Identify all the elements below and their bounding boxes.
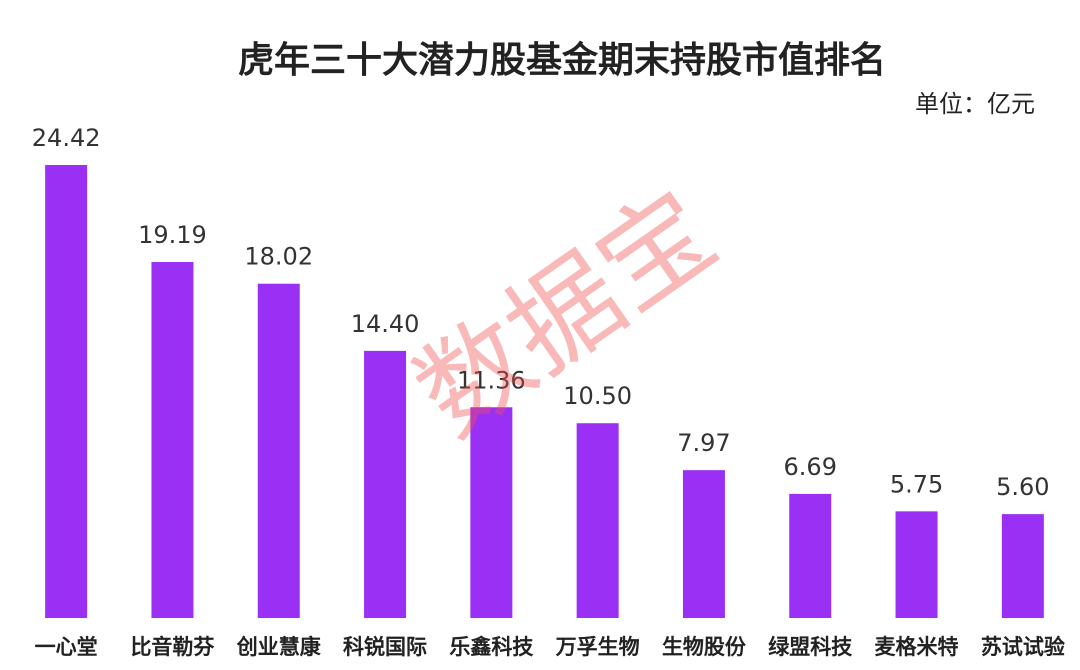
- bar: [470, 407, 513, 618]
- x-tick-label: 苏试试验: [981, 635, 1065, 659]
- bar: [895, 511, 938, 618]
- bar: [45, 165, 88, 618]
- bar: [682, 470, 725, 618]
- bar: [257, 283, 300, 618]
- x-tick-label: 比音勒芬: [130, 635, 215, 659]
- value-label: 5.60: [996, 473, 1049, 501]
- x-tick-label: 生物股份: [662, 635, 747, 659]
- value-label: 14.40: [351, 310, 420, 338]
- x-tick-label: 绿盟科技: [768, 635, 853, 659]
- bar: [1001, 514, 1044, 618]
- value-label: 24.42: [32, 124, 101, 152]
- unit-label: 单位：亿元: [915, 90, 1035, 118]
- value-label: 5.75: [890, 470, 943, 498]
- bar: [576, 423, 619, 618]
- value-label: 7.97: [677, 429, 730, 457]
- value-label: 19.19: [138, 221, 207, 249]
- value-label: 18.02: [244, 243, 313, 271]
- bar: [364, 350, 407, 618]
- x-tick-label: 创业慧康: [236, 635, 322, 659]
- value-label: 6.69: [784, 453, 837, 481]
- bars: 24.42 一心堂 19.19 比音勒芬 18.02 创业慧康 14.40 科锐国际 11.36…: [32, 124, 1065, 659]
- chart-title: 虎年三十大潜力股基金期末持股市值排名: [238, 39, 886, 81]
- x-tick-label: 科锐国际: [343, 635, 427, 659]
- value-label: 10.50: [563, 382, 632, 410]
- x-tick-label: 麦格米特: [875, 635, 959, 659]
- value-label: 11.36: [457, 366, 526, 394]
- bar: [789, 493, 832, 618]
- bar: [151, 262, 194, 618]
- x-tick-label: 一心堂: [35, 635, 98, 659]
- x-tick-label: 万孚生物: [555, 635, 640, 659]
- x-tick-label: 乐鑫科技: [449, 635, 534, 659]
